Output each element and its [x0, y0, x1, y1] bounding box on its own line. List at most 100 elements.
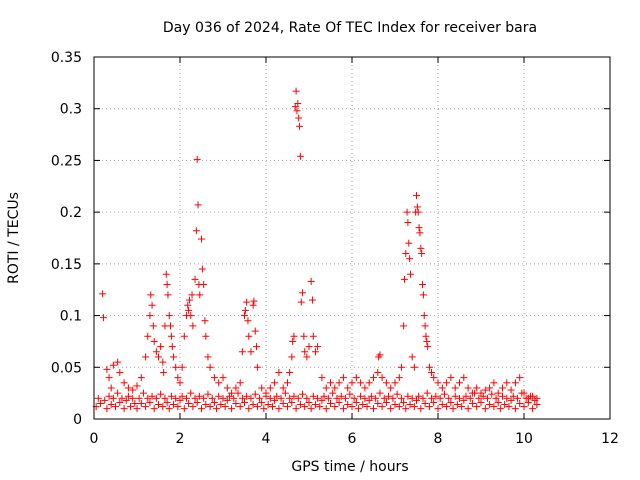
data-point [249, 301, 257, 309]
data-point [331, 403, 339, 411]
data-point [307, 277, 315, 285]
data-point [501, 401, 509, 409]
data-point [462, 392, 470, 400]
data-point [157, 343, 165, 351]
data-point [296, 401, 304, 409]
data-point [99, 290, 107, 298]
y-tick-label: 0.15 [51, 257, 82, 273]
data-point [275, 368, 283, 376]
x-tick-label: 10 [515, 431, 533, 447]
data-point [305, 343, 313, 351]
data-point [277, 394, 285, 402]
data-point [94, 394, 102, 402]
data-point [139, 389, 147, 397]
data-point [526, 392, 534, 400]
data-point [107, 401, 115, 409]
data-point [305, 398, 313, 406]
data-point [405, 239, 413, 247]
data-point [286, 394, 294, 402]
data-point [449, 405, 457, 413]
data-point [453, 401, 461, 409]
data-point [103, 405, 111, 413]
data-point [419, 291, 427, 299]
data-point [180, 405, 188, 413]
data-point [253, 363, 261, 371]
data-point [346, 390, 354, 398]
data-point [447, 374, 455, 382]
data-point [174, 374, 182, 382]
data-point [228, 405, 236, 413]
data-point [223, 396, 231, 404]
data-point [191, 394, 199, 402]
data-point [428, 394, 436, 402]
data-point [397, 394, 405, 402]
data-point [400, 322, 408, 330]
data-point [292, 87, 300, 95]
data-point [135, 394, 143, 402]
data-point [408, 394, 416, 402]
data-point [174, 403, 182, 411]
data-point [456, 379, 463, 387]
data-point [210, 374, 218, 382]
data-point [376, 389, 384, 397]
data-point [516, 374, 524, 382]
data-point [374, 368, 382, 376]
data-point [288, 398, 296, 406]
data-point [410, 363, 418, 371]
data-point [185, 306, 193, 314]
data-point [494, 389, 502, 397]
data-point [378, 403, 386, 411]
data-point [350, 394, 358, 402]
data-point [201, 317, 209, 325]
data-point [118, 394, 126, 402]
data-point [258, 384, 266, 392]
data-point [516, 399, 524, 407]
data-point [296, 152, 304, 160]
data-point [425, 403, 433, 411]
data-point [122, 396, 130, 404]
data-point [311, 401, 319, 409]
data-point [391, 401, 399, 409]
data-point [244, 317, 252, 325]
data-point [391, 379, 399, 387]
data-point [421, 399, 429, 407]
data-point [533, 401, 541, 409]
data-point [473, 384, 481, 392]
data-point [428, 368, 436, 376]
data-point [511, 405, 519, 413]
data-point [514, 394, 522, 402]
data-point [438, 401, 446, 409]
data-point [520, 403, 528, 411]
data-point [127, 403, 135, 411]
data-point [385, 392, 393, 400]
data-point [266, 384, 274, 392]
data-point [434, 405, 442, 413]
data-point [311, 348, 319, 356]
data-point [499, 384, 506, 392]
data-point [387, 384, 395, 392]
data-point [357, 392, 365, 400]
data-point [96, 399, 104, 407]
data-point [293, 107, 301, 115]
data-point [168, 343, 176, 351]
data-point [188, 291, 196, 299]
data-point [284, 403, 291, 411]
data-point [307, 405, 315, 413]
data-point [288, 353, 296, 361]
data-point [245, 332, 253, 340]
y-axis-label: ROTI / TECUs [6, 192, 22, 284]
data-point [443, 379, 451, 387]
data-point [402, 250, 410, 258]
data-point [142, 403, 150, 411]
data-point [217, 401, 225, 409]
data-point [124, 392, 132, 400]
data-point [403, 208, 411, 216]
data-point [167, 322, 175, 330]
data-point [415, 224, 423, 232]
data-point [137, 374, 145, 382]
x-tick-label: 6 [348, 431, 357, 447]
data-point [221, 403, 229, 411]
y-tick-label: 0.3 [60, 102, 82, 118]
data-point [342, 394, 350, 402]
